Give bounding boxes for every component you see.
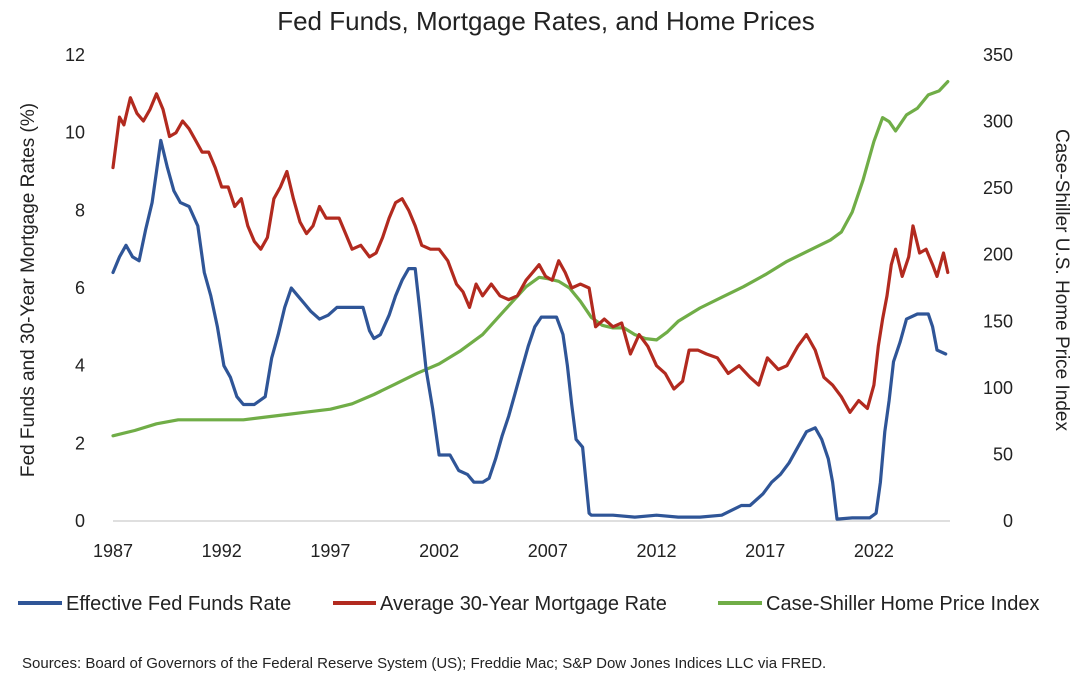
y2-axis-ticks: 0 50 100 150 200 250 300 350 xyxy=(983,45,1013,531)
y2-tick-label: 50 xyxy=(993,444,1013,464)
x-tick-label: 2002 xyxy=(419,541,459,561)
legend: Effective Fed Funds Rate Average 30-Year… xyxy=(18,593,1039,615)
mortgage-rate-line xyxy=(111,92,950,414)
y-tick-label: 4 xyxy=(75,356,85,376)
x-axis-ticks: 1987 1992 1997 2002 2007 2012 2017 2022 xyxy=(93,541,894,561)
x-tick-label: 2007 xyxy=(528,541,568,561)
legend-label-mortgage: Average 30-Year Mortgage Rate xyxy=(380,593,667,615)
x-tick-label: 1987 xyxy=(93,541,133,561)
series-lines xyxy=(111,79,950,521)
x-tick-label: 2012 xyxy=(636,541,676,561)
y-axis-ticks: 0 2 4 6 8 10 12 xyxy=(65,45,85,531)
fed-funds-line xyxy=(111,138,948,521)
y2-tick-label: 350 xyxy=(983,45,1013,65)
x-tick-label: 2017 xyxy=(745,541,785,561)
y2-tick-label: 0 xyxy=(1003,511,1013,531)
x-tick-label: 1997 xyxy=(310,541,350,561)
y2-tick-label: 100 xyxy=(983,378,1013,398)
y2-tick-label: 250 xyxy=(983,178,1013,198)
y-tick-label: 10 xyxy=(65,123,85,143)
y-tick-label: 8 xyxy=(75,200,85,220)
y2-axis-label: Case-Shiller U.S. Home Price Index xyxy=(1051,129,1072,431)
x-tick-label: 2022 xyxy=(854,541,894,561)
legend-label-fed-funds: Effective Fed Funds Rate xyxy=(66,593,291,615)
sources-note: Sources: Board of Governors of the Feder… xyxy=(22,655,826,672)
x-tick-label: 1992 xyxy=(202,541,242,561)
y-tick-label: 12 xyxy=(65,45,85,65)
y-tick-label: 6 xyxy=(75,278,85,298)
chart-title: Fed Funds, Mortgage Rates, and Home Pric… xyxy=(277,6,815,36)
y-tick-label: 0 xyxy=(75,511,85,531)
legend-label-case-shiller: Case-Shiller Home Price Index xyxy=(766,593,1039,615)
y-tick-label: 2 xyxy=(75,433,85,453)
case-shiller-line xyxy=(111,79,950,438)
y2-tick-label: 150 xyxy=(983,311,1013,331)
y2-tick-label: 200 xyxy=(983,245,1013,265)
y-axis-label: Fed Funds and 30-Year Mortgage Rates (%) xyxy=(18,103,39,477)
y2-tick-label: 300 xyxy=(983,112,1013,132)
